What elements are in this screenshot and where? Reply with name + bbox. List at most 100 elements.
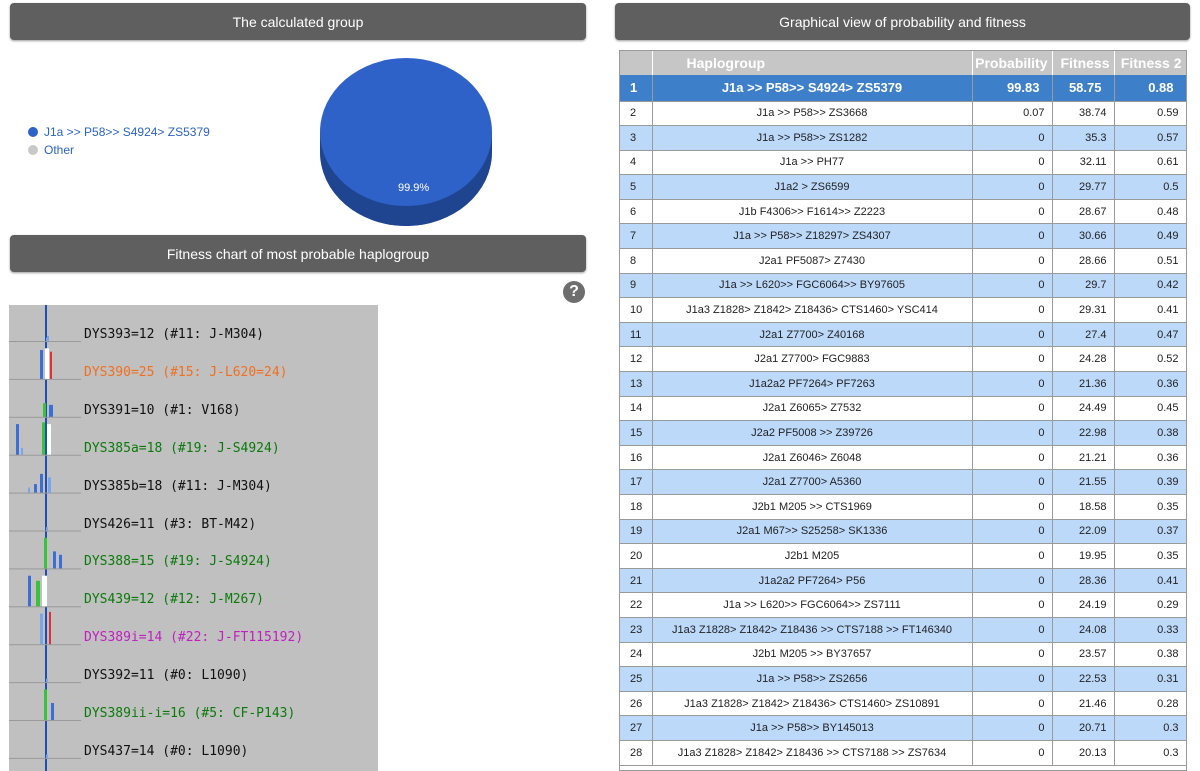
table-row[interactable]: 23 J1a3 Z1828> Z1842> Z18436 >> CTS7188 >… [620, 617, 1186, 643]
table-row[interactable]: 13 J1a2a2 PF7264> PF7263 0 21.36 0.36 [620, 371, 1186, 397]
cell-probability: 0 [972, 223, 1053, 250]
table-row[interactable]: 3 J1a >> P58>> ZS1282 0 35.3 0.57 [620, 125, 1186, 151]
marker-baseline [9, 682, 81, 684]
cell-fitness-2: 0.52 [1114, 346, 1186, 373]
cell-index: 6 [620, 199, 653, 225]
table-row[interactable]: 18 J2b1 M205 >> CTS1969 0 18.58 0.35 [620, 494, 1186, 520]
table-row[interactable]: 24 J2b1 M205 >> BY37657 0 23.57 0.38 [620, 642, 1186, 668]
fitness-bar [49, 611, 51, 645]
marker-baseline [9, 644, 81, 646]
fitness-bar [28, 487, 30, 493]
cell-probability: 0 [972, 494, 1053, 520]
table-row[interactable]: 12 J2a1 Z7700> FGC9883 0 24.28 0.52 [620, 346, 1186, 373]
cell-fitness: 21.55 [1052, 469, 1115, 495]
cell-fitness: 28.66 [1052, 248, 1115, 274]
cell-fitness: 32.11 [1052, 150, 1115, 176]
table-row[interactable]: 20 J2b1 M205 0 19.95 0.35 [620, 543, 1186, 569]
cell-index: 10 [620, 297, 653, 323]
legend-item-other[interactable]: Other [28, 141, 210, 159]
col-probability[interactable]: Probability [972, 51, 1053, 75]
table-body: 1 J1a >> P58>> S4924> ZS5379 99.83 58.75 0.8… [620, 75, 1186, 766]
marker-label: DYS389ii-i=16 (#5: CF-P143) [84, 706, 296, 721]
table-row[interactable]: 6 J1b F4306>> F1614>> Z2223 0 28.67 0.48 [620, 199, 1186, 225]
haplogroup-table-container[interactable]: Haplogroup Probability Fitness Fitness 2… [619, 50, 1187, 771]
table-row[interactable]: 11 J2a1 Z7700> Z40168 0 27.4 0.47 [620, 322, 1186, 348]
fitness-bar [44, 689, 47, 720]
cell-probability: 0 [972, 125, 1053, 151]
cell-probability: 0 [972, 199, 1053, 225]
cell-fitness-2: 0.88 [1114, 75, 1186, 102]
table-row[interactable]: 27 J1a >> P58>> BY145013 0 20.71 0.3 [620, 715, 1186, 741]
marker-label: DYS390=25 (#15: J-L620=24) [84, 364, 288, 380]
cell-probability: 0 [972, 322, 1053, 348]
cell-haplogroup: J2b1 M205 >> BY37657 [652, 642, 973, 668]
legend-item-main[interactable]: J1a >> P58>> S4924> ZS5379 [28, 123, 210, 141]
cell-fitness-2: 0.38 [1114, 642, 1186, 668]
pie-value-label: 99.9% [398, 182, 429, 194]
cell-fitness-2: 0.3 [1114, 715, 1186, 741]
cell-fitness: 24.49 [1052, 396, 1115, 422]
fitness-chart: DYS393=12 (#11: J-M304) DYS390=25 (#15: J… [9, 305, 378, 771]
fitness-bar [46, 527, 48, 531]
table-row[interactable]: 2 J1a >> P58>> ZS3668 0.07 38.74 0.59 [620, 101, 1186, 127]
cell-fitness-2: 0.31 [1114, 666, 1186, 692]
cell-index: 9 [620, 273, 653, 299]
cell-probability: 0 [972, 469, 1053, 495]
table-row[interactable]: 28 J1a3 Z1828> Z1842> Z18436 >> CTS7188 >… [620, 740, 1186, 766]
cell-fitness: 24.19 [1052, 592, 1115, 618]
table-row[interactable]: 15 J2a2 PF5008 >> Z39726 0 22.98 0.38 [620, 420, 1186, 446]
pie-slice-main[interactable] [320, 58, 492, 206]
cell-fitness: 24.28 [1052, 346, 1115, 373]
cell-haplogroup: J1a >> L620>> FGC6064>> ZS7111 [652, 592, 973, 618]
table-row[interactable]: 22 J1a >> L620>> FGC6064>> ZS7111 0 24.19 0.… [620, 592, 1186, 618]
table-row[interactable]: 16 J2a1 Z6046> Z6048 0 21.21 0.36 [620, 445, 1186, 471]
cell-haplogroup: J1a3 Z1828> Z1842> Z18436 >> CTS7188 >> … [652, 740, 973, 766]
cell-index: 11 [620, 322, 653, 348]
cell-probability: 0 [972, 297, 1053, 323]
col-haplogroup[interactable]: Haplogroup [652, 51, 973, 75]
table-row[interactable]: 10 J1a3 Z1828> Z1842> Z18436> CTS1460> YS… [620, 297, 1186, 323]
col-fitness[interactable]: Fitness [1052, 51, 1115, 75]
cell-probability: 0.07 [972, 101, 1053, 127]
table-row[interactable]: 4 J1a >> PH77 0 32.11 0.61 [620, 150, 1186, 176]
cell-probability: 0 [972, 666, 1053, 692]
cell-fitness-2: 0.61 [1114, 150, 1186, 176]
cell-index: 26 [620, 691, 653, 717]
cell-fitness-2: 0.57 [1114, 125, 1186, 151]
cell-probability: 99.83 [972, 75, 1053, 102]
fitness-bar [21, 447, 23, 455]
probability-pie-chart[interactable]: 99.9% [318, 52, 494, 228]
cell-fitness: 29.77 [1052, 174, 1115, 200]
cell-fitness: 24.08 [1052, 617, 1115, 643]
cell-fitness: 28.36 [1052, 568, 1115, 594]
cell-haplogroup: J1a3 Z1828> Z1842> Z18436 >> CTS7188 >> … [652, 617, 973, 643]
table-row[interactable]: 21 J1a2a2 PF7264> P56 0 28.36 0.41 [620, 568, 1186, 594]
table-row[interactable]: 9 J1a >> L620>> FGC6064>> BY97605 0 29.7 0.4… [620, 273, 1186, 299]
col-fitness-2[interactable]: Fitness 2 [1114, 51, 1186, 75]
cell-fitness: 29.7 [1052, 273, 1115, 299]
cell-index: 1 [620, 75, 653, 102]
table-row[interactable]: 5 J1a2 > ZS6599 0 29.77 0.5 [620, 174, 1186, 200]
marker-label: DYS385b=18 (#11: J-M304) [84, 478, 272, 494]
table-row[interactable]: 8 J2a1 PF5087> Z7430 0 28.66 0.51 [620, 248, 1186, 274]
table-row[interactable]: 7 J1a >> P58>> Z18297> ZS4307 0 30.66 0.49 [620, 223, 1186, 250]
cell-index: 28 [620, 740, 653, 766]
table-row[interactable]: 26 J1a3 Z1828> Z1842> Z18436> CTS1460> ZS… [620, 691, 1186, 717]
cell-haplogroup: J1a2 > ZS6599 [652, 174, 973, 200]
table-row[interactable]: 17 J2a1 Z7700> A5360 0 21.55 0.39 [620, 469, 1186, 495]
table-row[interactable]: 14 J2a1 Z6065> Z7532 0 24.49 0.45 [620, 396, 1186, 422]
cell-haplogroup: J2a1 Z7700> Z40168 [652, 322, 973, 348]
table-row[interactable]: 1 J1a >> P58>> S4924> ZS5379 99.83 58.75 0.8… [620, 75, 1186, 102]
fitness-bar [49, 404, 53, 417]
cell-index: 5 [620, 174, 653, 200]
cell-fitness-2: 0.3 [1114, 740, 1186, 766]
fitness-bar [34, 484, 37, 493]
cell-fitness: 21.46 [1052, 691, 1115, 717]
fitness-bar [48, 477, 51, 493]
table-row[interactable]: 25 J1a >> P58>> ZS2656 0 22.53 0.31 [620, 666, 1186, 692]
marker-baseline [9, 720, 81, 721]
table-row[interactable]: 19 J2a1 M67>> S25258> SK1336 0 22.09 0.37 [620, 519, 1186, 545]
cell-haplogroup: J1a2a2 PF7264> P56 [652, 568, 973, 594]
question-circle-icon[interactable]: ? [563, 281, 585, 303]
cell-haplogroup: J2a2 PF5008 >> Z39726 [652, 420, 973, 446]
